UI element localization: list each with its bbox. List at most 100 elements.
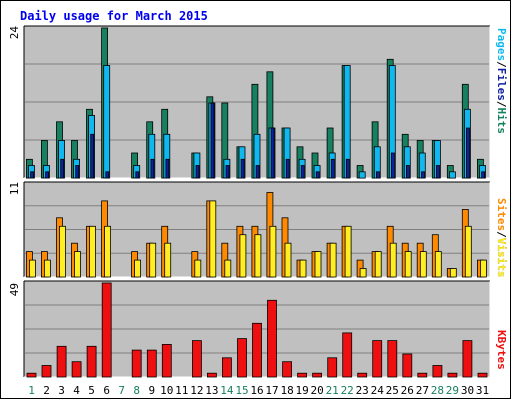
kbytes-bar-kbytes (101, 282, 112, 378)
hits-bar-pages (165, 158, 170, 179)
legend-hits: Hits (495, 108, 508, 135)
visits-legend: Sites/Visits (495, 198, 508, 278)
x-tick-label: 13 (205, 384, 218, 397)
visits-bar-sites (419, 251, 427, 278)
hits-max-label: 24 (8, 26, 21, 40)
kbytes-bar-kbytes (86, 345, 97, 378)
hits-bar-pages (225, 165, 230, 179)
x-tick-label: 7 (118, 384, 125, 397)
x-tick-label: 25 (386, 384, 399, 397)
x-tick-label: 20 (310, 384, 323, 397)
kbytes-bar-kbytes (146, 349, 157, 378)
hits-bar-pages (90, 133, 95, 179)
visits-bar-sites (89, 225, 96, 278)
kbytes-panel (23, 280, 491, 378)
kbytes-bar-kbytes (206, 372, 217, 378)
hits-bar-pages (135, 171, 140, 179)
kbytes-bar-kbytes (372, 340, 383, 378)
visits-bar-sites (389, 242, 397, 278)
visits-bar-sites (224, 259, 232, 278)
kbytes-max-label: 49 (8, 283, 21, 296)
kbytes-legend: KBytes (495, 330, 508, 370)
hits-bar-pages (75, 165, 80, 179)
x-tick-label: 3 (58, 384, 65, 397)
x-tick-label: 31 (476, 384, 489, 397)
visits-max-label: 11 (8, 182, 21, 195)
visits-bar-sites (329, 242, 337, 278)
kbytes-bar-kbytes (41, 365, 52, 378)
kbytes-bar-kbytes (191, 340, 202, 378)
legend-files: Files (495, 68, 508, 101)
hits-bar-pages (240, 158, 245, 179)
hits-bar-pages (285, 158, 290, 179)
kbytes-bar-kbytes (237, 338, 247, 378)
hits-bar-pages (300, 165, 305, 179)
kbytes-bar-kbytes (342, 332, 353, 378)
kbytes-bar-kbytes (402, 353, 413, 378)
x-tick-label: 18 (280, 384, 293, 397)
x-tick-label: 19 (295, 384, 308, 397)
x-tick-label: 10 (160, 384, 173, 397)
legend-sites: Sites (495, 198, 508, 231)
x-tick-label: 23 (356, 384, 369, 397)
hits-bar-pages (30, 171, 35, 179)
x-tick-label: 27 (416, 384, 429, 397)
kbytes-bar-kbytes (417, 372, 428, 378)
hits-bar-files (103, 65, 111, 179)
visits-bar-sites (314, 251, 322, 278)
kbytes-bar-kbytes (387, 340, 398, 378)
kbytes-bar-kbytes (432, 365, 443, 378)
visits-bar-sites (299, 259, 307, 278)
hits-panel (23, 25, 491, 179)
hits-bar-files (358, 171, 366, 179)
visits-bar-sites (149, 242, 157, 278)
kbytes-bar-kbytes (56, 345, 67, 378)
x-tick-label: 6 (103, 384, 110, 397)
hits-bar-pages (150, 158, 155, 179)
hits-bar-pages (60, 158, 65, 179)
kbytes-bar-kbytes (297, 372, 308, 378)
visits-bar-sites (209, 200, 217, 278)
x-tick-label: 15 (235, 384, 248, 397)
kbytes-bar-kbytes (327, 357, 338, 378)
x-tick-label: 9 (148, 384, 155, 397)
hits-bar-pages (270, 127, 275, 179)
hits-bar-pages (315, 171, 320, 179)
visits-bar-sites (134, 259, 142, 278)
x-tick-label: 8 (133, 384, 140, 397)
legend-visits: Visits (495, 238, 508, 278)
legend-separator: / (495, 101, 508, 108)
hits-bar-pages (466, 127, 470, 179)
visits-bar-sites (404, 251, 412, 278)
x-tick-label: 14 (220, 384, 234, 397)
hits-bar-pages (330, 158, 335, 179)
hits-bar-pages (481, 171, 486, 179)
visits-bar-sites (254, 234, 262, 278)
hits-bar-pages (421, 171, 425, 179)
kbytes-bar-kbytes (221, 357, 232, 378)
hits-bar-pages (390, 152, 395, 179)
hits-legend: Pages/Files/Hits (495, 28, 508, 134)
x-tick-label: 17 (265, 384, 278, 397)
x-tick-label: 12 (190, 384, 203, 397)
kbytes-bar-kbytes (71, 361, 82, 378)
visits-bar-sites (28, 259, 36, 278)
visits-bar-sites (164, 242, 172, 278)
x-tick-label: 16 (250, 384, 263, 397)
kbytes-bar-kbytes (252, 322, 262, 378)
x-tick-label: 1 (28, 384, 35, 397)
hits-bar-pages (105, 171, 110, 179)
visits-bar-sites (269, 225, 277, 278)
visits-bar-sites (359, 268, 367, 278)
kbytes-bar-kbytes (447, 372, 458, 378)
hits-bar-pages (255, 165, 260, 179)
visits-bar-sites (74, 251, 81, 278)
x-tick-label: 26 (401, 384, 414, 397)
legend-separator: / (495, 231, 508, 238)
x-tick-label: 11 (175, 384, 188, 397)
x-axis-day-labels: 1 2 3 4 5 6 7 8 9 10 11 12 13 14 15 16 17 18 19 20 21 22 23 24 2… (28, 384, 489, 397)
chart-title: Daily usage for March 2015 (20, 9, 208, 23)
hits-bar-pages (45, 171, 49, 179)
hits-bar-files (448, 171, 456, 179)
visits-bar-sites (239, 234, 247, 278)
